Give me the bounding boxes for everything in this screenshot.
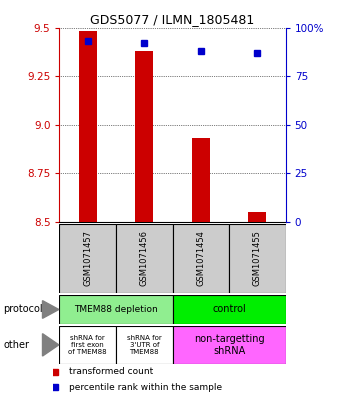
Bar (59, 295, 173, 324)
Bar (192, 138, 210, 222)
Text: transformed count: transformed count (69, 367, 153, 376)
Text: GSM1071457: GSM1071457 (83, 230, 92, 286)
Bar (116, 224, 173, 293)
Text: shRNA for
3'UTR of
TMEM88: shRNA for 3'UTR of TMEM88 (127, 335, 162, 355)
Text: shRNA for
first exon
of TMEM88: shRNA for first exon of TMEM88 (68, 335, 107, 355)
Text: other: other (3, 340, 29, 350)
Bar (59, 224, 116, 293)
Bar (173, 295, 286, 324)
Bar (135, 51, 153, 222)
Text: GSM1071456: GSM1071456 (140, 230, 149, 286)
Bar (229, 224, 286, 293)
Title: GDS5077 / ILMN_1805481: GDS5077 / ILMN_1805481 (90, 13, 255, 26)
Text: control: control (212, 305, 246, 314)
Text: GSM1071455: GSM1071455 (253, 230, 262, 286)
Text: TMEM88 depletion: TMEM88 depletion (74, 305, 158, 314)
Bar (248, 212, 266, 222)
Text: protocol: protocol (3, 305, 43, 314)
Bar (173, 326, 286, 364)
Text: GSM1071454: GSM1071454 (196, 230, 205, 286)
Polygon shape (42, 334, 59, 356)
Polygon shape (42, 301, 59, 318)
Text: non-targetting
shRNA: non-targetting shRNA (194, 334, 265, 356)
Bar (116, 326, 173, 364)
Bar (59, 326, 116, 364)
Text: percentile rank within the sample: percentile rank within the sample (69, 383, 222, 392)
Bar (173, 224, 229, 293)
Bar (79, 31, 97, 222)
